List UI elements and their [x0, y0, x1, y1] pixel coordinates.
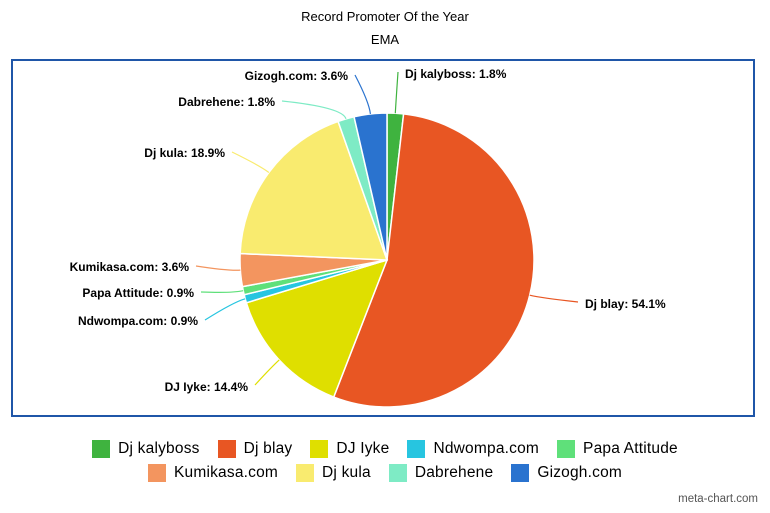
slice-data-label: Papa Attitude: 0.9%: [82, 286, 194, 300]
legend-swatch: [388, 464, 407, 482]
pie-slice[interactable]: [245, 258, 389, 398]
chart-title: Record Promoter Of the Year: [301, 9, 469, 24]
pie-chart: Dj kalyboss: 1.8% Dj blay: 54.1% DJ Iyke: …: [70, 67, 666, 408]
legend-label: Dabrehene: [414, 464, 494, 481]
legend-item[interactable]: Dabrehene: [388, 464, 494, 482]
slice-data-label: Dabrehene: 1.8%: [178, 95, 275, 109]
legend-swatch: [147, 464, 166, 482]
legend-swatch: [296, 464, 315, 482]
chart-frame: [11, 59, 755, 417]
legend-swatch: [92, 440, 111, 458]
label-connector: [204, 298, 246, 321]
slice-data-label: Dj kula: 18.9%: [144, 146, 225, 160]
legend-item[interactable]: Dj blay: [217, 440, 293, 458]
slice-data-label: Dj blay: 54.1%: [585, 297, 666, 311]
legend-item[interactable]: Ndwompa.com: [407, 440, 539, 458]
legend-swatch: [557, 440, 576, 458]
legend-item[interactable]: Gizogh.com: [511, 464, 622, 482]
legend-label: Gizogh.com: [537, 464, 623, 481]
label-connector: [394, 71, 399, 114]
legend-item[interactable]: Kumikasa.com: [147, 464, 279, 482]
legend-swatch: [310, 440, 329, 458]
legend-label: Dj kula: [322, 464, 371, 481]
legend-label: Dj blay: [243, 440, 293, 457]
slice-data-label: DJ Iyke: 14.4%: [165, 380, 249, 394]
legend-item[interactable]: Dj kalyboss: [92, 440, 199, 458]
legend-label: Kumikasa.com: [173, 464, 279, 481]
label-connector: [529, 294, 579, 303]
legend-label: Dj kalyboss: [118, 440, 200, 457]
legend-label: Ndwompa.com: [433, 440, 540, 457]
slice-data-label: Dj kalyboss: 1.8%: [405, 67, 507, 81]
legend-label: Papa Attitude: [583, 440, 678, 457]
label-connector: [200, 290, 244, 293]
label-connector: [195, 265, 241, 271]
legend-label: DJ Iyke: [336, 440, 390, 457]
label-connector: [281, 100, 347, 120]
legend-swatch: [511, 464, 530, 482]
legend-row: Dj kalyboss Dj blay DJ Iyke Ndwompa.com Papa…: [0, 440, 770, 458]
slice-data-label: Kumikasa.com: 3.6%: [70, 260, 190, 274]
legend-item[interactable]: Papa Attitude: [557, 440, 678, 458]
pie-slice[interactable]: [353, 112, 388, 261]
slice-data-label: Ndwompa.com: 0.9%: [78, 314, 198, 328]
legend-swatch: [217, 440, 236, 458]
label-connector: [354, 74, 372, 115]
legend-row: Kumikasa.com Dj kula Dabrehene Gizogh.com: [0, 464, 770, 482]
legend-item[interactable]: DJ Iyke: [310, 440, 389, 458]
label-connector: [231, 151, 270, 173]
credit-text: meta-chart.com: [678, 493, 758, 505]
legend-item[interactable]: Dj kula: [296, 464, 371, 482]
slice-data-label: Gizogh.com: 3.6%: [245, 69, 349, 83]
legend-swatch: [407, 440, 426, 458]
chart-subtitle: EMA: [370, 32, 400, 47]
label-connector: [254, 359, 280, 386]
